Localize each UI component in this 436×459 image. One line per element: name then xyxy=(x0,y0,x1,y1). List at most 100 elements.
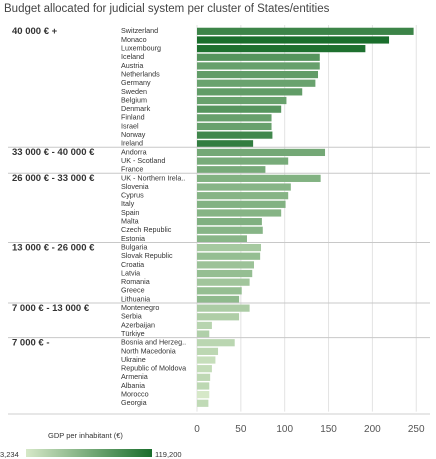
bar xyxy=(197,140,254,148)
category-label: Azerbaijan xyxy=(121,320,155,329)
category-label: Bosnia and Herzeg.. xyxy=(121,338,186,347)
bar xyxy=(197,96,287,105)
category-label: Republic of Moldova xyxy=(121,364,186,373)
category-label: Switzerland xyxy=(121,26,158,35)
bar xyxy=(197,347,219,355)
category-label: Latvia xyxy=(121,268,140,277)
bar xyxy=(197,148,326,157)
x-tick-label: 50 xyxy=(235,424,247,435)
category-label: Monaco xyxy=(121,35,147,44)
bar xyxy=(197,114,272,122)
bar xyxy=(197,278,250,286)
group-label: 7 000 € - xyxy=(12,337,50,348)
category-label: Sweden xyxy=(121,87,147,96)
bar xyxy=(197,399,209,407)
legend-min-label: 3,234 xyxy=(0,450,19,459)
chart-title: Budget allocated for judicial system per… xyxy=(4,3,330,15)
category-label: Denmark xyxy=(121,104,151,113)
category-label: Norway xyxy=(121,130,146,139)
category-label: Armenia xyxy=(121,372,148,381)
bar xyxy=(197,105,282,113)
category-label: Greece xyxy=(121,286,145,295)
group-label: 40 000 € + xyxy=(12,26,58,37)
bar xyxy=(197,183,291,191)
bar xyxy=(197,45,366,53)
bar xyxy=(197,391,210,399)
category-label: Montenegro xyxy=(121,303,159,312)
category-label: Slovak Republic xyxy=(121,251,173,260)
category-label: France xyxy=(121,165,143,174)
bar xyxy=(197,122,272,131)
category-label: Malta xyxy=(121,217,139,226)
category-label: Netherlands xyxy=(121,69,160,78)
category-label: Lithuania xyxy=(121,294,150,303)
bar xyxy=(197,53,320,61)
bar xyxy=(197,373,211,381)
category-label: Ireland xyxy=(121,139,143,148)
bar xyxy=(197,88,303,96)
x-tick-label: 200 xyxy=(364,424,381,435)
bar xyxy=(197,295,240,304)
category-label: Andorra xyxy=(121,147,147,156)
category-label: Israel xyxy=(121,121,139,130)
group-label: 13 000 € - 26 000 € xyxy=(12,242,95,253)
category-label: Belgium xyxy=(121,95,147,104)
category-label: Austria xyxy=(121,61,143,70)
bar xyxy=(197,218,262,226)
category-label: Croatia xyxy=(121,260,144,269)
category-label: Germany xyxy=(121,78,151,87)
bar xyxy=(197,252,261,260)
bar xyxy=(197,339,235,347)
category-label: Albania xyxy=(121,381,145,390)
bar xyxy=(197,174,321,182)
legend-gradient-bar xyxy=(26,449,152,457)
bar xyxy=(197,226,263,234)
x-tick-label: 250 xyxy=(408,424,425,435)
category-label: Georgia xyxy=(121,398,147,407)
bar xyxy=(197,131,273,139)
bar xyxy=(197,304,250,312)
category-label: Bulgaria xyxy=(121,242,147,251)
bar xyxy=(197,243,262,252)
category-label: Luxembourg xyxy=(121,44,161,53)
category-label: Iceland xyxy=(121,52,144,61)
bar xyxy=(197,261,254,269)
bar xyxy=(197,27,414,35)
bar xyxy=(197,313,240,321)
category-label: Slovenia xyxy=(121,182,149,191)
bar xyxy=(197,365,212,373)
category-label: Cyprus xyxy=(121,191,144,200)
x-tick-label: 0 xyxy=(194,424,200,435)
category-label: UK - Northern Irela.. xyxy=(121,173,185,182)
category-label: North Macedonia xyxy=(121,346,176,355)
group-label: 7 000 € - 13 000 € xyxy=(12,303,90,314)
category-label: Türkiye xyxy=(121,329,145,338)
group-label: 26 000 € - 33 000 € xyxy=(12,173,95,184)
x-tick-label: 150 xyxy=(320,424,337,435)
category-label: Estonia xyxy=(121,234,145,243)
bar xyxy=(197,269,253,278)
bar xyxy=(197,330,210,338)
category-label: Finland xyxy=(121,113,145,122)
category-label: Italy xyxy=(121,199,135,208)
category-label: Czech Republic xyxy=(121,225,172,234)
bar xyxy=(197,192,289,200)
x-tick-label: 100 xyxy=(276,424,293,435)
bar xyxy=(197,209,282,217)
legend-max-label: 119,200 xyxy=(155,450,182,459)
category-label: UK - Scotland xyxy=(121,156,165,165)
bar xyxy=(197,382,210,390)
bar xyxy=(197,321,212,330)
bar xyxy=(197,200,286,208)
bar xyxy=(197,287,242,295)
bar xyxy=(197,235,247,243)
bar xyxy=(197,70,319,79)
legend-title: GDP per inhabitant (€) xyxy=(48,431,123,440)
category-label: Romania xyxy=(121,277,150,286)
category-label: Serbia xyxy=(121,312,142,321)
bar xyxy=(197,157,289,165)
group-label: 33 000 € - 40 000 € xyxy=(12,147,95,158)
bar xyxy=(197,79,316,87)
bar xyxy=(197,166,266,174)
